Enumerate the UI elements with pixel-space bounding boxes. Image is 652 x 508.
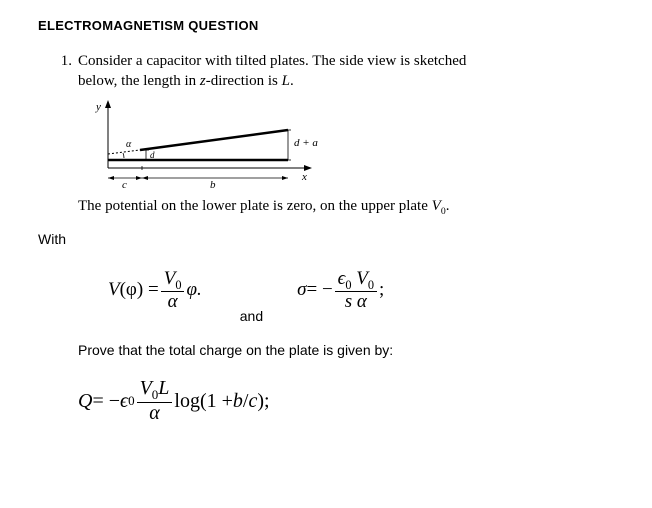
fig-c: c <box>122 179 127 191</box>
and-label: and <box>240 308 263 324</box>
capacitor-figure: y x α d <box>78 98 614 194</box>
problem-block: 1.Consider a capacitor with tilted plate… <box>78 51 614 424</box>
page-title: ELECTROMAGNETISM QUESTION <box>38 18 624 33</box>
eq1-fb: α <box>165 292 181 312</box>
problem-statement: 1.Consider a capacitor with tilted plate… <box>78 51 614 92</box>
fin-b: b <box>233 390 243 413</box>
eq1-ft-sub: 0 <box>175 277 181 291</box>
potential-desc: The potential on the lower plate is zero… <box>78 198 614 217</box>
stmt-l1: Consider a capacitor with tilted plates.… <box>78 53 466 69</box>
pot-V: V <box>432 198 441 214</box>
eq1-ft-V: V <box>164 268 176 289</box>
eq2-bot: s α <box>342 292 370 312</box>
with-label: With <box>38 231 614 247</box>
eq-sigma: σ = − ϵ0 V0 s α ; <box>297 269 384 313</box>
eq2-V: V <box>356 268 368 289</box>
eq2-epssub: 0 <box>345 277 351 291</box>
fig-da: d + a <box>294 137 318 149</box>
fig-d: d <box>150 150 155 160</box>
eq2-frac: ϵ0 V0 s α <box>335 269 377 313</box>
eq2-tail: ; <box>379 279 384 301</box>
fin-fb: α <box>146 403 163 424</box>
eq2-Vsub: 0 <box>368 277 374 291</box>
eq-charge: Q = −ϵ0 V0L α log(1 + b/c); <box>78 378 614 424</box>
eq1-frac: V0 α <box>161 269 185 313</box>
stmt-l2c: . <box>290 73 294 89</box>
fig-alpha: α <box>126 139 132 150</box>
eq1-tail: φ. <box>186 279 201 301</box>
fin-Q: Q <box>78 390 92 413</box>
prove-text: Prove that the total charge on the plate… <box>78 342 614 358</box>
eq1-V: V <box>108 279 120 301</box>
fin-frac: V0L α <box>137 378 173 424</box>
fig-b: b <box>210 179 216 191</box>
eq2-sig: σ <box>297 279 306 301</box>
eq1-arg: (φ) = <box>120 279 159 301</box>
fin-log: log(1 + <box>174 390 233 413</box>
eq-potential: V(φ) = V0 α φ. <box>108 269 202 313</box>
pot-a: The potential on the lower plate is zero… <box>78 198 432 214</box>
given-equations: V(φ) = V0 α φ. and σ = − ϵ0 V0 s α ; <box>108 269 614 313</box>
fin-eps: ϵ <box>120 390 128 413</box>
stmt-l2b: -direction is <box>206 73 282 89</box>
fin-ft-V: V <box>140 377 152 399</box>
fin-c: c <box>248 390 257 413</box>
stmt-l2a: below, the length in <box>78 73 200 89</box>
problem-number: 1. <box>54 51 78 71</box>
fin-epssub: 0 <box>128 393 135 409</box>
fin-eq: = − <box>92 390 120 413</box>
fig-x-label: x <box>301 171 307 183</box>
stmt-L: L <box>282 73 290 89</box>
fin-close: ); <box>257 390 269 413</box>
fig-y-label: y <box>95 101 101 113</box>
eq2-eq: = − <box>306 279 332 301</box>
pot-b: . <box>446 198 450 214</box>
fin-ft-L: L <box>158 377 169 399</box>
